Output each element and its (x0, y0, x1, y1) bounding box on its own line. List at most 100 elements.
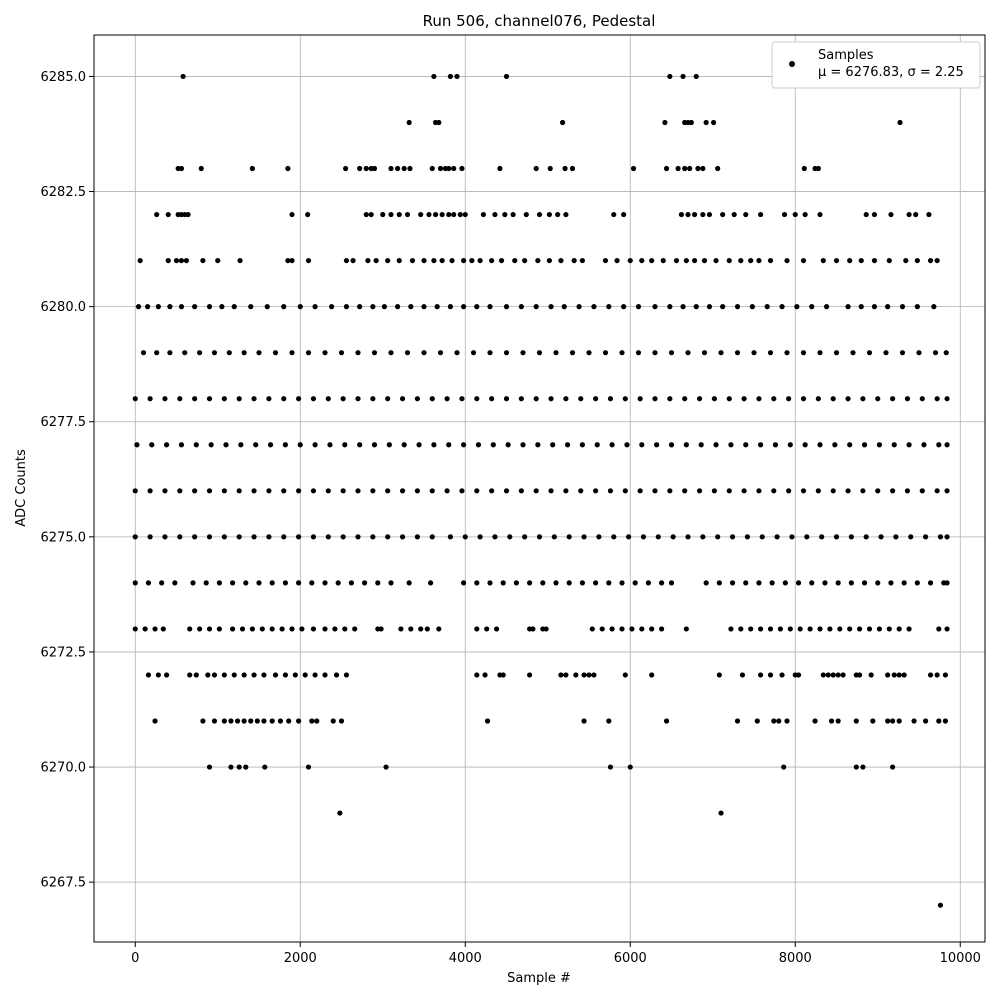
data-point (795, 580, 802, 586)
data-point (860, 396, 866, 402)
data-point (606, 718, 612, 724)
data-point (281, 396, 287, 402)
data-point (135, 304, 142, 310)
data-point (370, 488, 376, 494)
data-point (211, 672, 218, 678)
data-point (162, 488, 168, 494)
data-point (782, 580, 788, 586)
data-point (507, 534, 513, 540)
data-point (396, 257, 402, 264)
data-point (500, 580, 506, 586)
data-point (399, 396, 406, 402)
data-point (594, 442, 600, 448)
data-point (779, 304, 785, 310)
data-point (667, 73, 673, 80)
data-point (178, 304, 185, 310)
data-point (553, 580, 559, 586)
data-point (197, 626, 203, 632)
data-point (540, 580, 546, 586)
data-point (828, 718, 835, 724)
data-point (817, 211, 823, 218)
data-point (944, 442, 950, 448)
data-point (845, 488, 851, 494)
data-point (871, 257, 878, 264)
data-point (205, 672, 211, 678)
data-point (520, 350, 526, 356)
data-point (581, 672, 587, 678)
data-point (518, 304, 524, 310)
data-point (667, 304, 673, 310)
data-point (342, 626, 348, 632)
data-point (923, 534, 929, 540)
data-point (269, 580, 275, 586)
data-point (259, 626, 265, 632)
data-point (756, 257, 762, 264)
data-point (206, 534, 213, 540)
data-point (703, 580, 709, 586)
data-point (833, 350, 840, 356)
data-point (901, 672, 907, 678)
data-point (474, 626, 480, 632)
data-points (132, 73, 950, 908)
data-point (786, 488, 792, 494)
data-point (408, 304, 414, 310)
data-point (593, 488, 599, 494)
data-point (482, 672, 488, 678)
data-point (649, 257, 655, 264)
data-point (914, 257, 920, 264)
data-point (767, 257, 774, 264)
data-point (599, 626, 605, 632)
data-point (652, 350, 658, 356)
data-point (418, 211, 424, 218)
data-point (357, 442, 363, 448)
data-point (248, 304, 254, 310)
data-point (211, 350, 218, 356)
data-point (776, 718, 782, 724)
data-point (459, 396, 465, 402)
data-point (781, 764, 787, 770)
data-point (355, 488, 361, 494)
data-point (734, 304, 741, 310)
data-point (563, 396, 569, 402)
data-point (561, 304, 567, 310)
data-point (296, 718, 302, 724)
legend: Samples μ = 6276.83, σ = 2.25 (771, 41, 981, 89)
data-point (883, 350, 889, 356)
data-point (375, 580, 381, 586)
data-point (173, 257, 180, 264)
data-point (683, 442, 689, 448)
data-point (652, 304, 658, 310)
data-point (885, 718, 891, 724)
data-point (145, 304, 151, 310)
data-point (226, 350, 232, 356)
data-point (802, 442, 808, 448)
data-point (343, 304, 350, 310)
data-point (251, 488, 257, 494)
data-point (436, 626, 442, 632)
data-point (404, 211, 411, 218)
data-point (607, 488, 614, 494)
data-point (741, 488, 747, 494)
data-point (820, 257, 826, 264)
data-point (673, 257, 680, 264)
data-point (675, 165, 681, 172)
data-point (429, 165, 435, 172)
data-point (256, 580, 262, 586)
plot-frame (93, 34, 986, 943)
y-tick-label: 6275.0 (41, 530, 87, 545)
data-point (208, 442, 214, 448)
data-point (421, 257, 427, 264)
data-point (325, 534, 331, 540)
data-point (451, 211, 457, 218)
data-point (668, 580, 675, 586)
data-point (893, 534, 899, 540)
data-point (535, 442, 541, 448)
data-point (132, 580, 138, 586)
data-point (579, 442, 586, 448)
data-point (857, 672, 863, 678)
data-point (635, 350, 642, 356)
data-point (748, 257, 754, 264)
data-point (738, 626, 744, 632)
data-point (185, 211, 191, 218)
data-point (769, 580, 775, 586)
